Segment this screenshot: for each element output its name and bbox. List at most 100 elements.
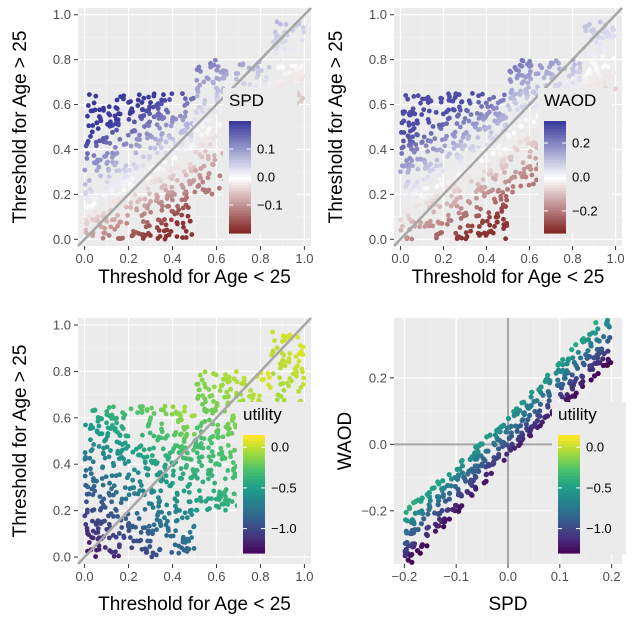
legend-color-step <box>243 532 265 536</box>
data-point <box>123 445 129 451</box>
data-point <box>87 213 93 219</box>
data-point <box>189 179 195 185</box>
legend-color-step <box>229 227 251 231</box>
data-point <box>271 39 276 45</box>
data-point <box>169 184 175 190</box>
data-point <box>165 456 171 462</box>
data-point <box>418 498 424 504</box>
data-point <box>411 121 416 127</box>
data-point <box>472 450 478 456</box>
data-point <box>436 172 442 178</box>
data-point <box>89 129 95 135</box>
legend-color-step <box>558 550 580 554</box>
data-point <box>491 94 497 100</box>
data-point <box>519 80 525 86</box>
data-point <box>486 162 492 168</box>
data-point <box>280 65 286 70</box>
data-point <box>278 21 283 27</box>
data-point <box>193 168 199 174</box>
data-point <box>182 103 188 108</box>
data-point <box>512 174 518 180</box>
data-point <box>413 188 419 194</box>
data-point <box>410 163 415 169</box>
data-point <box>537 423 543 429</box>
data-point <box>204 408 210 414</box>
x-tick-label: 0.0 <box>76 251 94 266</box>
data-point <box>398 227 404 233</box>
data-point <box>148 458 154 464</box>
data-point <box>587 363 593 369</box>
data-point <box>220 434 226 440</box>
data-point <box>192 117 198 122</box>
data-point <box>578 355 584 361</box>
data-point <box>494 105 499 111</box>
legend-color-step <box>558 482 580 486</box>
data-point <box>545 404 551 410</box>
data-point <box>475 135 481 141</box>
legend-color-step <box>243 479 265 483</box>
data-point <box>135 491 141 497</box>
data-point <box>528 394 534 400</box>
data-point <box>180 141 186 147</box>
data-point <box>196 64 202 70</box>
data-point <box>502 92 507 98</box>
data-point <box>160 477 166 482</box>
data-point <box>188 96 194 102</box>
data-point <box>82 513 88 519</box>
data-point <box>207 142 213 148</box>
data-point <box>501 457 507 463</box>
data-point <box>433 109 439 115</box>
data-point <box>524 89 530 95</box>
data-point <box>440 478 446 484</box>
data-point <box>301 29 307 35</box>
data-point <box>480 220 485 226</box>
data-point <box>407 217 413 222</box>
data-point <box>491 440 497 446</box>
data-point <box>300 25 306 31</box>
data-point <box>136 92 142 98</box>
data-point <box>194 475 200 481</box>
data-point <box>412 510 418 516</box>
data-point <box>84 507 90 513</box>
data-point <box>484 158 490 163</box>
data-point <box>399 145 405 151</box>
data-point <box>214 401 220 406</box>
data-point <box>503 193 509 199</box>
legend-color-step <box>544 171 566 175</box>
data-point <box>212 157 218 163</box>
data-point <box>458 206 464 211</box>
data-point <box>611 33 617 39</box>
data-point <box>183 434 189 440</box>
legend-color-step <box>229 149 251 153</box>
data-point <box>159 421 165 427</box>
data-point <box>286 356 292 362</box>
legend-color-step <box>544 219 566 223</box>
data-point <box>169 193 174 199</box>
data-point <box>112 183 118 188</box>
data-point <box>526 182 532 188</box>
data-point <box>114 150 120 156</box>
data-point <box>181 169 187 174</box>
data-point <box>296 47 301 53</box>
data-point <box>106 166 111 172</box>
data-point <box>436 122 442 128</box>
data-point <box>428 198 434 204</box>
data-point <box>233 369 239 375</box>
data-point <box>469 178 475 184</box>
data-point <box>186 546 192 552</box>
data-point <box>93 143 99 149</box>
data-point <box>415 156 421 162</box>
data-point <box>176 543 182 549</box>
data-point <box>187 509 193 515</box>
reference-line-identity <box>77 317 312 565</box>
data-point <box>198 166 204 172</box>
data-point <box>101 192 106 198</box>
data-point <box>299 37 305 43</box>
data-point <box>511 130 517 136</box>
data-point <box>131 467 137 473</box>
data-point <box>109 473 115 479</box>
data-point <box>113 534 119 540</box>
data-point <box>576 77 582 83</box>
data-point <box>424 185 430 191</box>
data-point <box>559 394 565 400</box>
